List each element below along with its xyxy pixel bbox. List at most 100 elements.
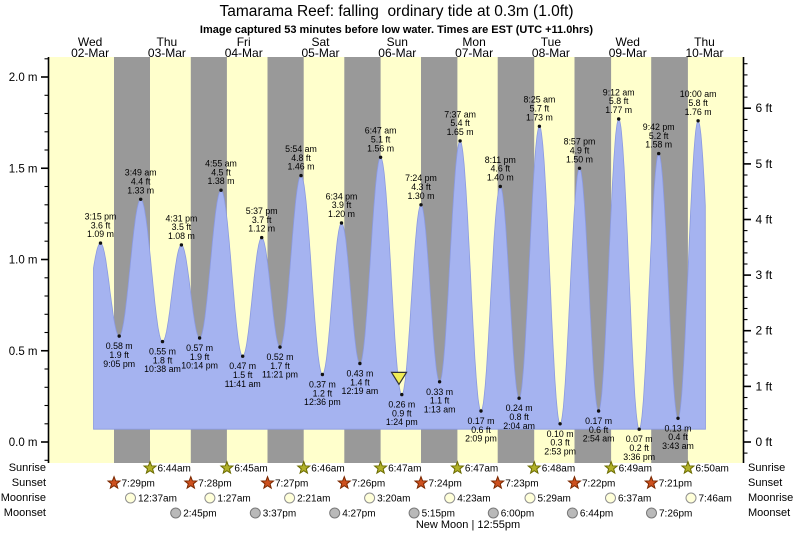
moonset-icon <box>487 507 499 519</box>
moonrise-icon <box>444 492 456 504</box>
date-label-dow: Fri <box>237 35 251 49</box>
date-label-date: 08-Mar <box>532 46 570 60</box>
tide-point <box>320 372 325 377</box>
tide-event-label-low: 2:04 am <box>503 421 535 431</box>
moonset-time: 2:45pm <box>183 509 216 520</box>
tide-event-label-low: 1:24 pm <box>386 417 418 427</box>
tide-point <box>498 184 502 189</box>
tide-point <box>637 427 641 431</box>
tide-event-label-low: 1.7 ft <box>270 361 290 371</box>
tide-event-label-high: 1.09 m <box>87 229 114 239</box>
sunrise-time: 6:45am <box>234 464 267 475</box>
date-label-date: 10-Mar <box>685 46 723 60</box>
chart-title: Tamarama Reef: falling ordinary tide at … <box>219 3 574 20</box>
tide-event-label-low: 11:41 am <box>225 379 261 389</box>
tide-event-label-high: 5.1 ft <box>371 135 391 145</box>
tide-event-label-low: 0.2 ft <box>629 443 649 453</box>
capture-time-marker <box>390 371 408 386</box>
tide-event-label-low: 3:36 pm <box>623 452 655 462</box>
tide-event-label-low: 1.4 ft <box>350 377 370 387</box>
sunset-time: 7:26pm <box>352 479 385 490</box>
sunset-time: 7:22pm <box>582 479 615 490</box>
y-tick-label-right: 4 ft <box>756 213 773 227</box>
date-label-date: 09-Mar <box>609 46 647 60</box>
tide-event-label-low: 0.24 m <box>506 403 533 413</box>
date-label-dow: Sun <box>387 35 408 49</box>
tide-event-label-high: 1.08 m <box>168 231 195 241</box>
sunrise-icon <box>680 460 696 475</box>
tide-event-label-high: 3.7 ft <box>252 215 272 225</box>
tide-event-label-high: 1.76 m <box>685 107 712 117</box>
sunrise-icon <box>603 460 619 475</box>
date-label-dow: Wed <box>615 35 639 49</box>
moonrise-time: 6:37am <box>618 494 651 505</box>
date-label-dow: Mon <box>462 35 485 49</box>
y-tick-label-left: 0.5 m <box>9 346 38 358</box>
sunrise-icon <box>296 460 312 475</box>
tide-event-label-high: 6:34 pm <box>326 191 358 201</box>
y-tick-label-left: 2.0 m <box>9 72 38 84</box>
tide-event-label-low: 0.6 ft <box>471 425 491 435</box>
tide-point <box>617 117 621 121</box>
tide-event-label-low: 1.5 ft <box>233 370 253 380</box>
sunrise-time: 6:49am <box>619 464 652 475</box>
moonset-row-label-left: Moonset <box>3 507 46 519</box>
tide-point <box>458 139 462 143</box>
tide-event-label-high: 8:57 pm <box>564 137 596 147</box>
tide-event-label-high: 1.40 m <box>487 173 514 183</box>
date-label-date: 07-Mar <box>455 46 493 60</box>
moonset-icon <box>408 507 420 519</box>
tide-point <box>419 203 423 207</box>
date-label-date: 02-Mar <box>71 46 109 60</box>
tide-event-label-low: 1.9 ft <box>109 350 129 360</box>
sunset-time: 7:23pm <box>505 479 538 490</box>
y-tick-label-right: 0 ft <box>756 435 773 449</box>
tide-event-label-high: 1.30 m <box>408 191 435 201</box>
tide-point <box>241 354 245 358</box>
y-tick-label-right: 1 ft <box>756 379 773 393</box>
tide-point <box>558 422 562 426</box>
tide-point <box>437 380 442 384</box>
tide-event-label-high: 9:12 am <box>603 87 635 97</box>
date-label-dow: Thu <box>157 35 178 49</box>
sunrise-row-label-right: Sunrise <box>748 462 786 474</box>
tide-event-label-low: 1.2 ft <box>313 388 333 398</box>
tide-point <box>219 188 223 192</box>
tide-event-label-low: 0.33 m <box>426 387 453 397</box>
y-tick-label-left: 0.0 m <box>9 437 38 449</box>
moonset-icon <box>566 507 578 519</box>
moonset-icon <box>170 507 182 519</box>
sunset-time: 7:28pm <box>198 479 231 490</box>
sunrise-icon <box>142 460 158 475</box>
moonrise-row-label-left: Moonrise <box>0 492 46 504</box>
moonset-time: 6:00pm <box>501 509 534 520</box>
tide-event-label-high: 3:49 am <box>125 168 157 178</box>
tide-event-label-high: 7:24 pm <box>405 173 437 183</box>
tide-point <box>596 409 601 413</box>
tide-event-label-low: 0.9 ft <box>392 408 412 418</box>
date-label-date: 06-Mar <box>378 46 416 60</box>
tide-event-label-high: 1.56 m <box>367 143 394 153</box>
date-label-dow: Sat <box>311 35 330 49</box>
moonrise-icon <box>125 492 136 504</box>
tide-event-label-low: 0.52 m <box>267 352 294 362</box>
tide-event-label-low: 1.8 ft <box>153 355 173 365</box>
tide-event-label-low: 2:54 am <box>583 434 615 444</box>
tide-event-label-high: 4.3 ft <box>411 182 431 192</box>
tide-event-label-high: 1.20 m <box>328 209 355 219</box>
tide-event-label-low: 1:13 am <box>424 404 456 414</box>
moonrise-time: 3:20am <box>377 494 410 505</box>
moonrise-time: 12:37am <box>138 494 177 505</box>
sunset-icon <box>413 475 429 490</box>
tide-point <box>657 151 661 156</box>
tide-event-label-low: 2:09 pm <box>465 434 497 444</box>
sunrise-time: 6:46am <box>311 464 344 475</box>
sunset-icon <box>183 475 199 490</box>
tide-point <box>299 173 303 178</box>
tide-event-label-low: 12:36 pm <box>304 397 341 407</box>
moonrise-time: 7:46am <box>699 494 732 505</box>
tide-point <box>160 339 165 344</box>
moonset-time: 5:15pm <box>422 509 455 520</box>
moonset-icon <box>249 507 261 519</box>
